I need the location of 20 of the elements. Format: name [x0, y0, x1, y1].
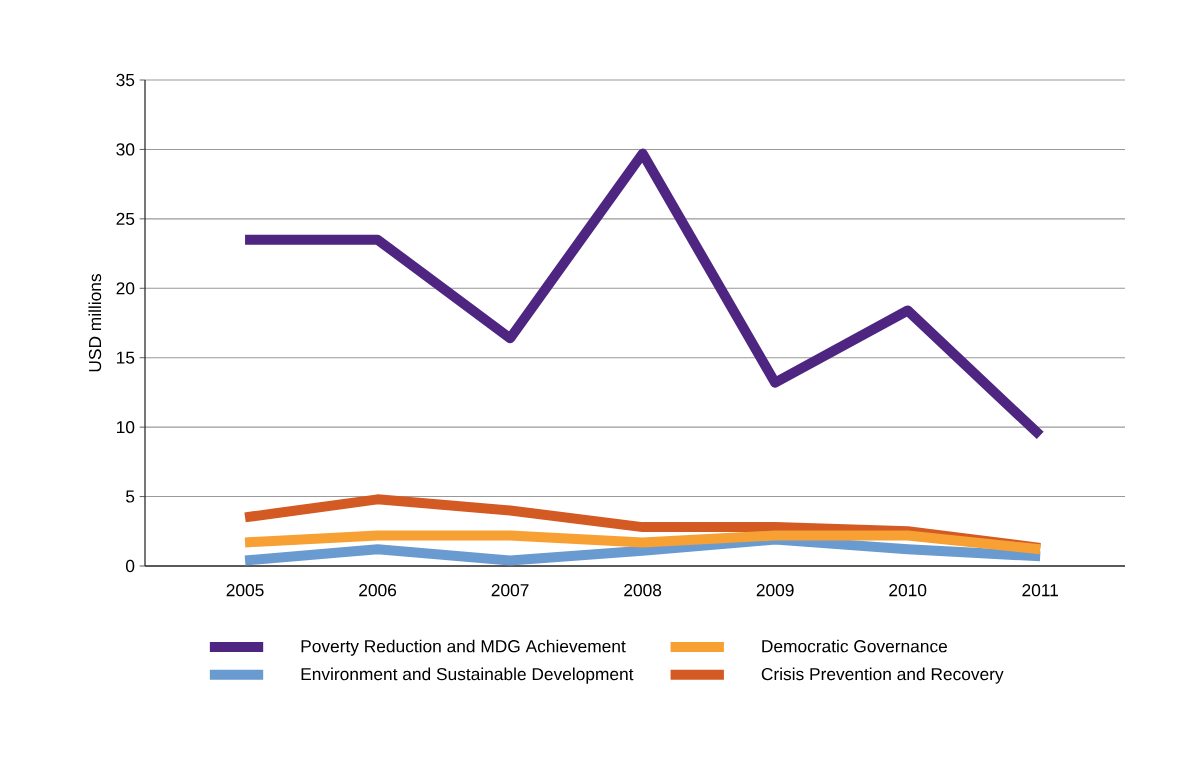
x-tick-label: 2010 [889, 584, 927, 597]
legend-label: Poverty Reduction and MDG Achievement [301, 639, 626, 656]
y-tick-label: 0 [125, 559, 135, 573]
legend-label: Environment and Sustainable Development [301, 667, 634, 684]
x-tick-label: 2011 [1022, 584, 1058, 597]
legend-label: Crisis Prevention and Recovery [761, 667, 1004, 684]
x-tick-label: 2009 [756, 584, 794, 597]
x-tick-label: 2006 [359, 584, 397, 597]
x-tick-label: 2007 [491, 584, 529, 597]
y-tick-label: 10 [117, 421, 135, 434]
legend-label: Democratic Governance [762, 639, 947, 653]
y-tick-label: 30 [116, 143, 135, 156]
y-tick-label: 5 [126, 490, 135, 503]
y-axis-title: USD millions [88, 274, 102, 372]
y-tick-label: 25 [116, 212, 135, 225]
y-tick-label: 35 [116, 73, 135, 87]
y-tick-label: 15 [117, 351, 135, 364]
y-tick-label: 20 [116, 282, 135, 295]
x-tick-label: 2005 [226, 584, 264, 597]
x-tick-label: 2008 [624, 584, 662, 597]
